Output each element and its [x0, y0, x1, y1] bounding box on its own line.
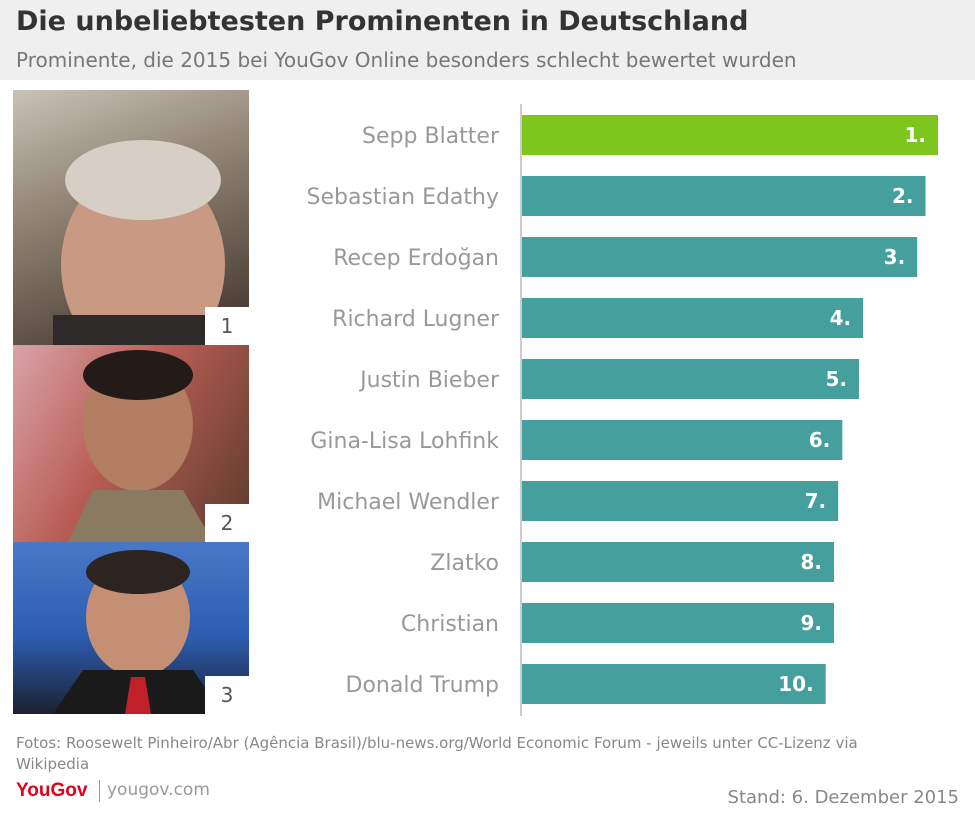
category-label: Donald Trump [346, 673, 499, 698]
bar-2 [522, 176, 926, 216]
category-label: Justin Bieber [358, 368, 500, 393]
rank-label: 9. [800, 611, 822, 635]
photo-rank-label: 3 [205, 676, 249, 714]
rank-label: 6. [809, 428, 831, 452]
rank-label: 5. [825, 367, 847, 391]
portrait-1-image [53, 140, 233, 345]
chart-title: Die unbeliebtesten Prominenten in Deutsc… [16, 6, 749, 37]
portrait-photo-1: 1 [13, 90, 249, 345]
portrait-2-image [68, 350, 213, 542]
header: Die unbeliebtesten Prominenten in Deutsc… [0, 0, 975, 80]
rank-label: 3. [884, 245, 906, 269]
category-label: Zlatko [430, 551, 499, 576]
photo-rank-label: 2 [205, 504, 249, 542]
bar-1 [522, 115, 938, 155]
rank-label: 4. [830, 306, 852, 330]
bar-3 [522, 237, 918, 277]
category-label: Sepp Blatter [362, 124, 500, 149]
bar-9 [522, 603, 834, 643]
portrait-photo-2: 2 [13, 345, 249, 542]
bar-5 [522, 359, 859, 399]
category-label: Sebastian Edathy [307, 185, 500, 210]
bar-7 [522, 481, 839, 521]
rank-label: 8. [800, 550, 822, 574]
bar-8 [522, 542, 834, 582]
portrait-3-image [53, 550, 223, 714]
category-label: Recep Erdoğan [333, 246, 499, 271]
date-stamp: Stand: 6. Dezember 2015 [727, 787, 959, 808]
category-label: Christian [401, 612, 499, 637]
rank-label: 7. [805, 489, 827, 513]
photo-credit: Fotos: Roosewelt Pinheiro/Abr (Agência B… [16, 734, 858, 773]
photo-rank-label: 1 [205, 307, 249, 345]
category-label: Richard Lugner [332, 307, 500, 332]
bar-4 [522, 298, 864, 338]
logo-divider [99, 780, 100, 802]
chart-subtitle: Prominente, die 2015 bei YouGov Online b… [16, 48, 797, 72]
bar-6 [522, 420, 843, 460]
rank-label: 2. [892, 184, 914, 208]
website-link[interactable]: yougov.com [107, 780, 210, 800]
rank-label: 1. [904, 123, 926, 147]
yougov-logo: YouGov [16, 780, 88, 801]
category-label: Michael Wendler [317, 490, 500, 515]
rank-label: 10. [778, 672, 813, 696]
portrait-photo-3: 3 [13, 542, 249, 714]
category-label: Gina-Lisa Lohfink [310, 429, 499, 454]
bar-10 [522, 664, 826, 704]
